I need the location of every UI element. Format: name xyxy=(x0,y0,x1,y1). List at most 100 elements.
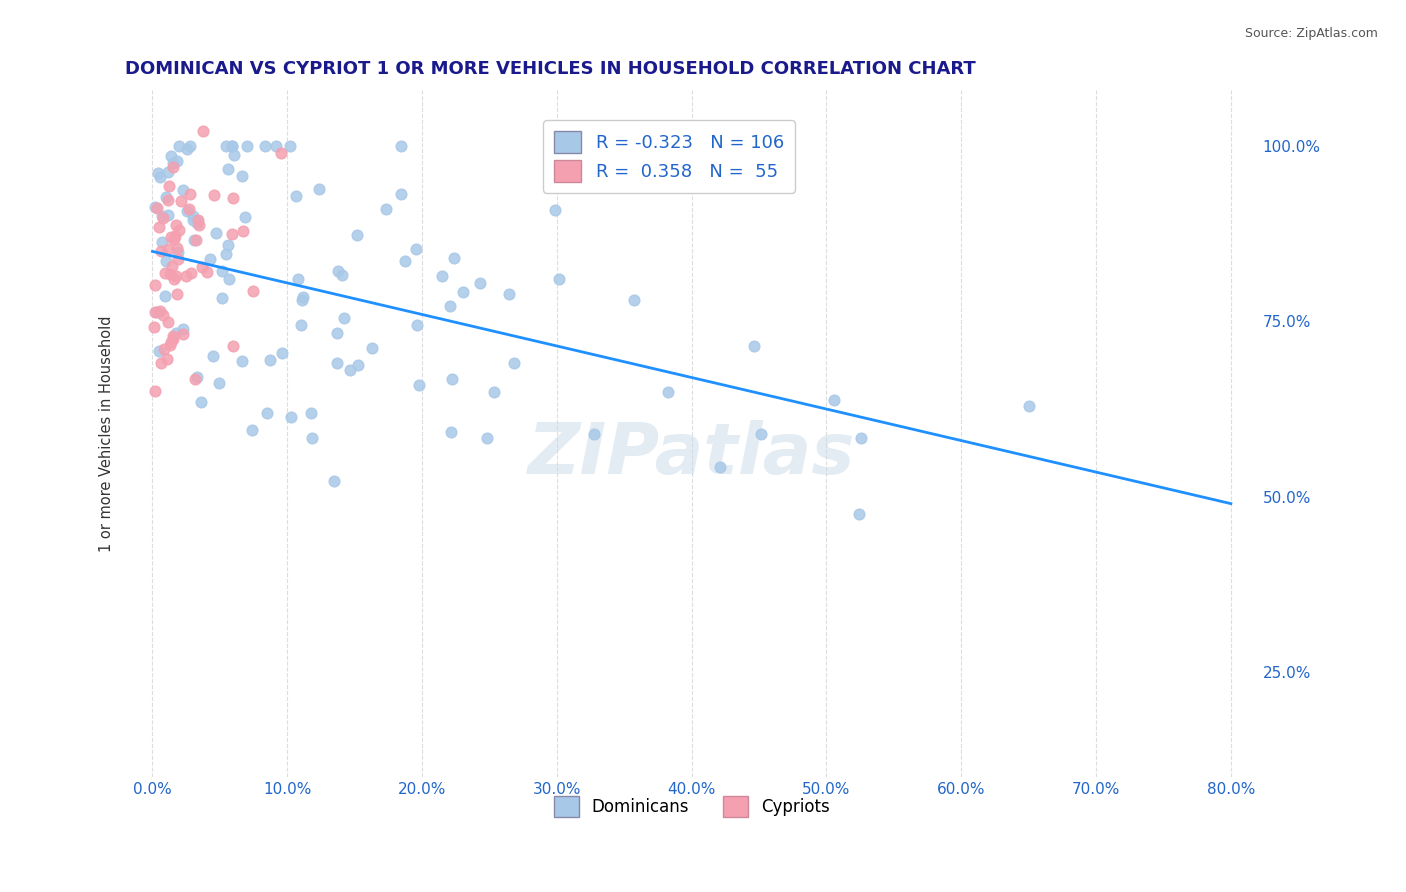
Cypriots xyxy=(166,241,188,255)
Dominicans xyxy=(326,326,349,341)
Dominicans xyxy=(548,271,571,285)
Dominicans xyxy=(1018,399,1040,413)
Dominicans xyxy=(172,322,194,336)
Cypriots xyxy=(222,191,245,205)
Dominicans xyxy=(346,227,368,242)
Cypriots xyxy=(177,202,200,216)
Dominicans xyxy=(145,305,167,319)
Dominicans xyxy=(155,190,177,204)
Dominicans xyxy=(155,253,177,268)
Dominicans xyxy=(408,377,430,392)
Dominicans xyxy=(165,326,187,340)
Dominicans xyxy=(176,142,198,156)
Dominicans xyxy=(205,226,228,240)
Dominicans xyxy=(453,285,475,299)
Dominicans xyxy=(160,149,183,163)
Dominicans xyxy=(482,385,505,400)
Cypriots xyxy=(202,188,225,202)
Dominicans xyxy=(333,311,356,326)
Dominicans xyxy=(167,139,190,153)
Dominicans xyxy=(406,318,429,332)
Dominicans xyxy=(176,203,198,218)
Dominicans xyxy=(148,170,170,185)
Dominicans xyxy=(405,243,427,257)
Dominicans xyxy=(361,341,384,355)
Dominicans xyxy=(186,370,208,384)
Cypriots xyxy=(162,332,184,346)
Cypriots xyxy=(176,268,198,283)
Dominicans xyxy=(190,395,212,409)
Dominicans xyxy=(215,139,238,153)
Dominicans xyxy=(221,139,243,153)
Cypriots xyxy=(221,227,243,242)
Dominicans xyxy=(150,235,173,250)
Cypriots xyxy=(159,267,181,281)
Dominicans xyxy=(742,339,765,353)
Dominicans xyxy=(179,139,201,153)
Dominicans xyxy=(221,139,243,153)
Dominicans xyxy=(322,475,344,489)
Cypriots xyxy=(193,124,215,138)
Dominicans xyxy=(150,209,173,223)
Dominicans xyxy=(217,161,239,176)
Dominicans xyxy=(156,165,179,179)
Dominicans xyxy=(222,148,245,162)
Dominicans xyxy=(264,139,287,153)
Dominicans xyxy=(236,139,259,153)
Text: DOMINICAN VS CYPRIOT 1 OR MORE VEHICLES IN HOUSEHOLD CORRELATION CHART: DOMINICAN VS CYPRIOT 1 OR MORE VEHICLES … xyxy=(125,60,976,78)
Dominicans xyxy=(215,247,238,261)
Dominicans xyxy=(166,153,188,168)
Dominicans xyxy=(280,410,302,425)
Dominicans xyxy=(240,423,263,437)
Dominicans xyxy=(285,189,308,203)
Dominicans xyxy=(502,356,524,370)
Dominicans xyxy=(231,169,253,183)
Dominicans xyxy=(233,210,256,224)
Dominicans xyxy=(183,212,205,227)
Dominicans xyxy=(374,202,396,216)
Dominicans xyxy=(287,272,309,286)
Cypriots xyxy=(191,260,214,274)
Dominicans xyxy=(143,200,166,214)
Dominicans xyxy=(325,356,347,370)
Cypriots xyxy=(270,145,292,160)
Dominicans xyxy=(443,251,465,265)
Dominicans xyxy=(623,293,645,308)
Dominicans xyxy=(596,174,619,188)
Dominicans xyxy=(308,182,330,196)
Cypriots xyxy=(150,244,173,258)
Cypriots xyxy=(146,202,169,216)
Dominicans xyxy=(148,344,170,359)
Cypriots xyxy=(195,265,218,279)
Cypriots xyxy=(156,352,179,367)
Dominicans xyxy=(153,289,176,303)
Cypriots xyxy=(170,194,193,208)
Cypriots xyxy=(162,160,184,174)
Dominicans xyxy=(167,244,190,259)
Cypriots xyxy=(180,266,202,280)
Cypriots xyxy=(149,356,172,370)
Cypriots xyxy=(143,277,166,292)
Cypriots xyxy=(156,315,179,329)
Dominicans xyxy=(430,268,453,283)
Dominicans xyxy=(328,263,350,277)
Dominicans xyxy=(217,237,239,252)
Cypriots xyxy=(143,305,166,319)
Cypriots xyxy=(157,193,180,207)
Cypriots xyxy=(184,372,207,386)
Cypriots xyxy=(179,186,201,201)
Dominicans xyxy=(299,406,322,420)
Cypriots xyxy=(153,342,176,356)
Cypriots xyxy=(160,230,183,244)
Dominicans xyxy=(440,425,463,440)
Dominicans xyxy=(162,156,184,170)
Dominicans xyxy=(291,293,314,308)
Cypriots xyxy=(143,384,166,398)
Cypriots xyxy=(149,304,172,318)
Dominicans xyxy=(146,166,169,180)
Dominicans xyxy=(339,363,361,377)
Cypriots xyxy=(187,213,209,227)
Dominicans xyxy=(627,139,650,153)
Dominicans xyxy=(181,209,204,223)
Cypriots xyxy=(157,242,180,256)
